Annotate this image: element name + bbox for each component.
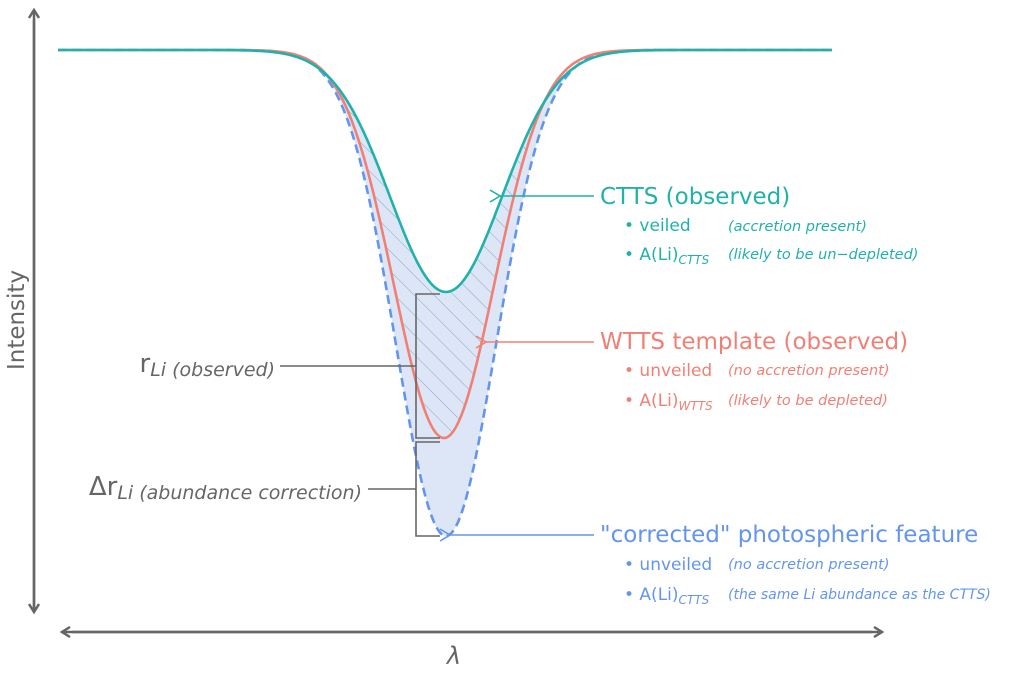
r-li-label: rLi (observed): [139, 349, 275, 381]
wtts-annotation: WTTS template (observed) • unveiled (no …: [600, 329, 908, 413]
wtts-bullet-unveiled-note: (no accretion present): [728, 363, 890, 379]
wtts-bullet-abundance: • A(Li)WTTS: [624, 391, 713, 413]
veiling-region-hatch: [240, 50, 650, 438]
wtts-bullet-unveiled: • unveiled: [624, 361, 712, 381]
ctts-title: CTTS (observed): [600, 184, 790, 210]
corrected-bullet-abundance-note: (the same Li abundance as the CTTS): [728, 587, 991, 603]
r-li-bracket: [280, 293, 440, 537]
wtts-bullet-abundance-note: (likely to be depleted): [728, 393, 888, 409]
y-axis-label: Intensity: [4, 270, 30, 370]
wtts-title: WTTS template (observed): [600, 329, 908, 355]
corrected-bullet-abundance: • A(Li)CTTS: [624, 585, 710, 607]
ctts-bullet-abundance-note: (likely to be un−depleted): [728, 247, 918, 263]
delta-r-li-label: ΔrLi (abundance correction): [89, 472, 362, 504]
ctts-bullet-abundance: • A(Li)CTTS: [624, 245, 710, 267]
corrected-bullet-unveiled: • unveiled: [624, 555, 712, 575]
x-axis-label: λ: [445, 642, 461, 670]
ctts-bullet-veiled-note: (accretion present): [728, 219, 867, 235]
ctts-bullet-veiled: • veiled: [624, 216, 691, 236]
corrected-annotation: "corrected" photospheric feature • unvei…: [600, 522, 991, 607]
ctts-profile-curve: [58, 48, 832, 294]
corrected-title: "corrected" photospheric feature: [600, 522, 978, 548]
ctts-annotation: CTTS (observed) • veiled (accretion pres…: [600, 184, 918, 267]
corrected-bullet-unveiled-note: (no accretion present): [728, 557, 890, 573]
